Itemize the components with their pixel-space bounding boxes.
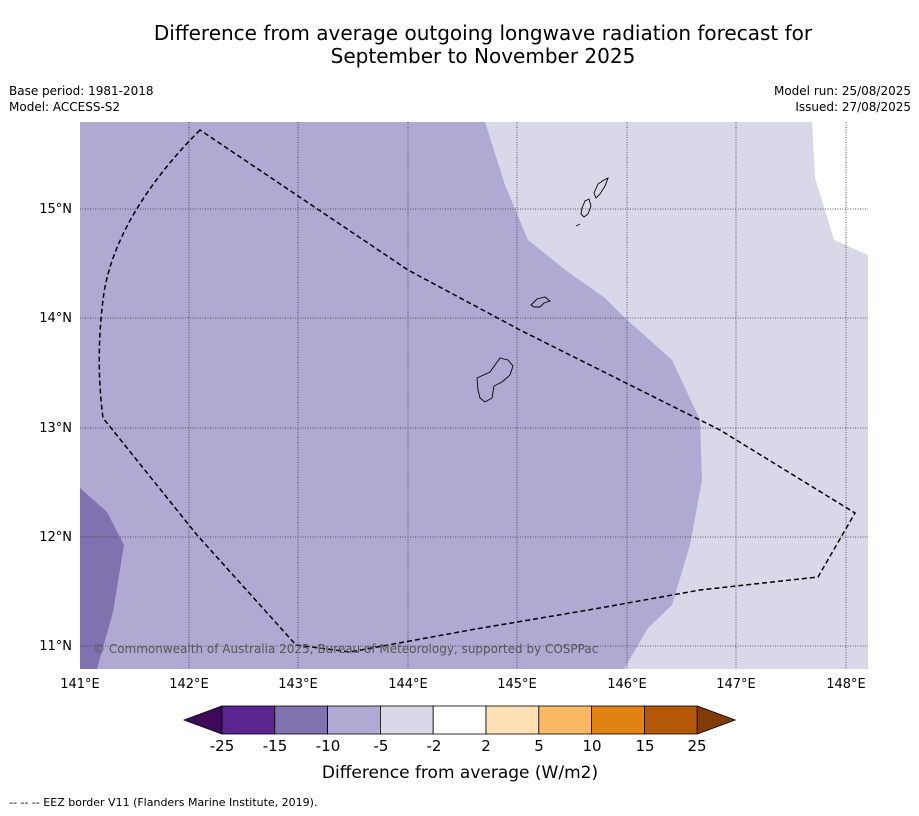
- colorbar-tick-label: 2: [481, 737, 491, 755]
- lon-tick-label: 148°E: [826, 677, 866, 692]
- colorbar-bin: [485, 705, 540, 735]
- meta-right: Model run: 25/08/2025 Issued: 27/08/2025: [774, 83, 911, 115]
- colorbar-bin: [327, 705, 381, 735]
- lon-tick-label: 147°E: [716, 677, 756, 692]
- base-period: Base period: 1981-2018: [9, 84, 154, 98]
- lat-tick-label: 15°N: [39, 202, 72, 217]
- islands: [476, 177, 609, 403]
- title-line-2: September to November 2025: [330, 44, 636, 68]
- lat-tick-label: 14°N: [39, 311, 72, 326]
- colorbar-bin: [644, 705, 698, 735]
- colorbar-tick-label: -25: [210, 737, 235, 755]
- lat-tick-label: 11°N: [39, 639, 72, 654]
- colorbar-bin: [221, 705, 276, 735]
- colorbar-tick-label: -10: [316, 737, 341, 755]
- lon-tick-label: 141°E: [60, 677, 100, 692]
- map-area: © Commonwealth of Australia 2025, Bureau…: [80, 122, 868, 669]
- eez-border: [98, 129, 857, 653]
- colorbar-tick-label: 15: [635, 737, 654, 755]
- lat-tick-labels: 15°N 14°N 13°N 12°N 11°N: [39, 202, 72, 654]
- anomaly-field-near-zero: [812, 122, 868, 255]
- eez-footnote: -- -- -- EEZ border V11 (Flanders Marine…: [9, 796, 318, 809]
- colorbar-tick-label: 5: [534, 737, 544, 755]
- colorbar-tick-label: -15: [263, 737, 288, 755]
- colorbar-tick-label: -5: [374, 737, 389, 755]
- colorbar-bin: [379, 705, 434, 735]
- model-run: Model run: 25/08/2025: [773, 84, 911, 98]
- colorbar-tick-label: 25: [687, 737, 706, 755]
- island-guam: [476, 357, 514, 403]
- island-rota: [530, 296, 551, 308]
- lon-tick-labels: 141°E 142°E 143°E 144°E 145°E 146°E 147°…: [60, 677, 866, 692]
- colorbar-tick-labels: -25 -15 -10 -5 -2 2 5 10 15 25: [210, 737, 707, 755]
- island-aguijan: [575, 223, 581, 227]
- copyright-notice: © Commonwealth of Australia 2025, Bureau…: [93, 642, 598, 656]
- lon-tick-label: 145°E: [497, 677, 537, 692]
- graticule: [80, 122, 868, 669]
- chart-title: Difference from average outgoing longwav…: [0, 22, 919, 68]
- colorbar-title: Difference from average (W/m2): [322, 763, 598, 783]
- colorbar-extend-high: [696, 705, 737, 735]
- lat-tick-label: 13°N: [39, 421, 72, 436]
- colorbar-tick-label: -2: [427, 737, 442, 755]
- lon-tick-label: 146°E: [607, 677, 647, 692]
- lon-tick-label: 143°E: [278, 677, 318, 692]
- lon-tick-label: 144°E: [388, 677, 428, 692]
- anomaly-field-minus15-minus10: [80, 488, 124, 669]
- issued-date: Issued: 27/08/2025: [795, 100, 911, 114]
- colorbar-extend-low: [182, 705, 223, 735]
- colorbar-bin: [591, 705, 645, 735]
- lat-tick-label: 12°N: [39, 530, 72, 545]
- island-saipan: [593, 177, 609, 199]
- map-figure: © Commonwealth of Australia 2025, Bureau…: [39, 122, 868, 783]
- island-tinian: [580, 198, 592, 218]
- title-line-1: Difference from average outgoing longwav…: [153, 21, 813, 45]
- meta-left: Base period: 1981-2018 Model: ACCESS-S2: [9, 83, 154, 115]
- model-name: Model: ACCESS-S2: [9, 100, 121, 114]
- colorbar-bin: [432, 705, 487, 735]
- colorbar-bin: [538, 705, 592, 735]
- anomaly-field-minus5-minus2: [485, 122, 868, 669]
- lon-tick-label: 142°E: [169, 677, 209, 692]
- colorbar-bin: [274, 705, 328, 735]
- colorbar: [182, 705, 737, 735]
- colorbar-tick-label: 10: [582, 737, 601, 755]
